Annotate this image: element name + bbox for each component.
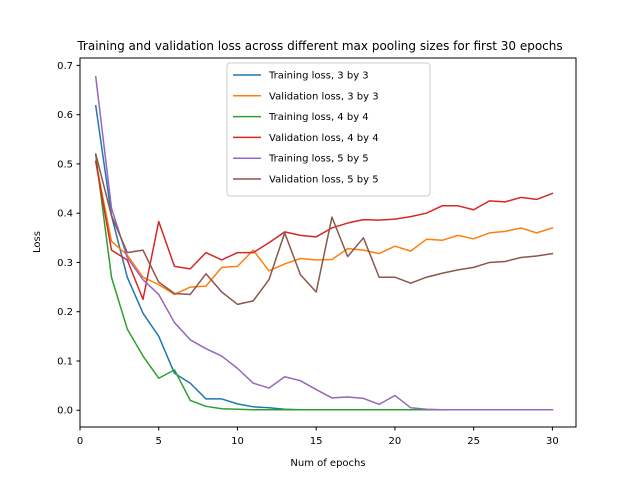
x-tick-label: 5 <box>156 436 162 447</box>
axis-ticks: 0 5 10 15 20 25 30 0.0 0.1 0.2 0.3 0.4 0.5 0.6 0.7 <box>57 61 559 447</box>
y-tick-label: 0.1 <box>57 356 73 367</box>
legend-box <box>226 62 431 197</box>
series-line-5 <box>94 75 554 411</box>
plot-frame <box>79 57 577 428</box>
legend-label-3: Training loss, 4 by 4 <box>268 112 369 123</box>
x-tick-label: 30 <box>546 436 559 447</box>
series-line-2 <box>94 160 554 296</box>
legend-label-6: Validation loss, 5 by 5 <box>269 175 379 186</box>
x-axis-label: Num of epochs <box>290 458 365 469</box>
legend-label-4: Validation loss, 4 by 4 <box>269 133 379 144</box>
y-tick-label: 0.3 <box>57 258 73 269</box>
series-layer <box>94 75 554 411</box>
x-tick-label: 20 <box>389 436 402 447</box>
series-line-6 <box>94 153 554 306</box>
series-line-4 <box>94 160 554 301</box>
x-tick-label: 10 <box>231 436 244 447</box>
y-tick-label: 0.0 <box>57 406 73 417</box>
y-tick-label: 0.4 <box>57 209 73 220</box>
y-tick-label: 0.2 <box>57 307 73 318</box>
y-tick-label: 0.7 <box>57 61 73 72</box>
legend-label-2: Validation loss, 3 by 3 <box>269 91 379 102</box>
chart-title: Training and validation loss across diff… <box>76 39 562 53</box>
plot-area: 0 5 10 15 20 25 30 0.0 0.1 0.2 0.3 0.4 0.5 0.6 0.7 <box>57 57 577 447</box>
legend: Training loss, 3 by 3 Validation loss, 3 … <box>226 62 431 197</box>
y-tick-label: 0.6 <box>57 110 73 121</box>
legend-label-1: Training loss, 3 by 3 <box>268 71 369 82</box>
y-tick-label: 0.5 <box>57 159 73 170</box>
legend-label-5: Training loss, 5 by 5 <box>268 154 369 165</box>
x-tick-label: 0 <box>77 436 83 447</box>
y-axis-label: Loss <box>32 231 43 253</box>
x-tick-label: 25 <box>467 436 480 447</box>
x-tick-label: 15 <box>310 436 323 447</box>
